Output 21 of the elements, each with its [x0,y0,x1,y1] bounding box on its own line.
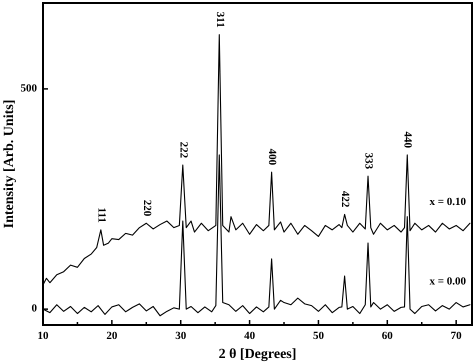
y-tick-label: 0 [32,302,38,315]
annotation: 111 [95,208,108,223]
y-axis-title: Intensity [Arb. Units] [2,100,17,228]
x-tick-label: 20 [106,330,118,342]
annotation: 222 [177,142,190,159]
series-label: x = 0.00 [429,276,466,288]
annotation: 220 [140,200,153,217]
y-tick-label: 500 [20,82,38,94]
annotation: 311 [214,12,226,28]
x-tick-label: 60 [382,330,394,342]
x-tick-label: 50 [312,330,324,342]
x-axis-title: 2 θ [Degrees] [218,347,296,362]
annotation: 422 [339,190,352,208]
x-tick-label: 10 [38,330,49,342]
annotation: 400 [266,148,278,166]
series-label: x = 0.10 [429,196,466,208]
x-tick-label: 30 [175,330,187,342]
annotation: 333 [362,152,374,170]
x-tick-label: 70 [450,330,462,342]
annotation: 440 [402,131,414,148]
x-tick-label: 40 [244,330,256,342]
